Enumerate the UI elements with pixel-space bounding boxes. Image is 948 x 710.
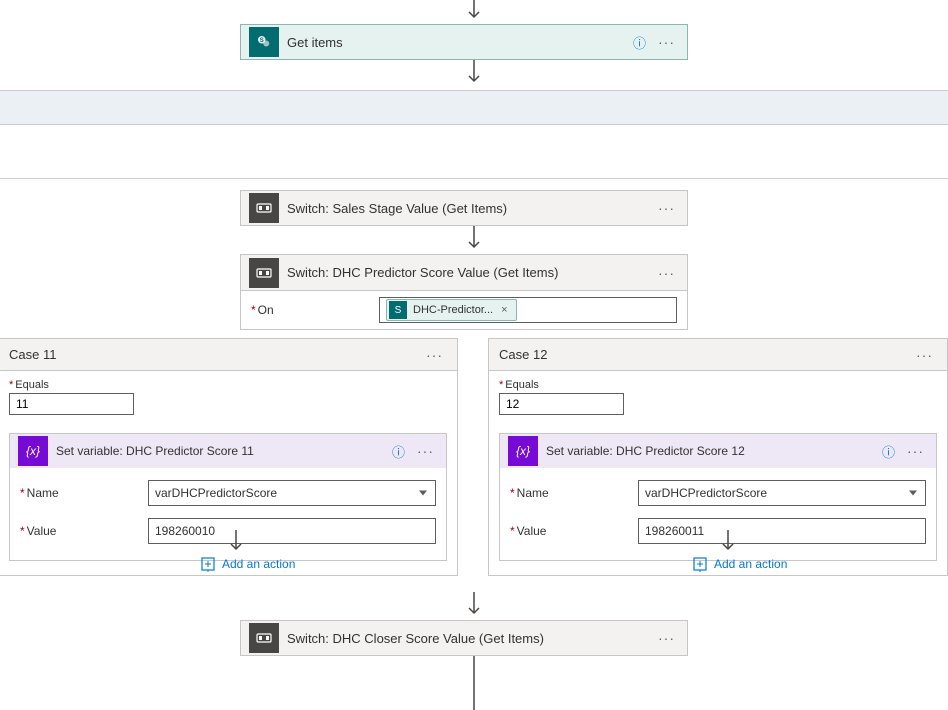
arrow-case12-down (720, 530, 736, 557)
more-menu-button[interactable]: ··· (422, 347, 447, 363)
switch-on-row: On S DHC-Predictor... × (241, 291, 687, 329)
action-title: Switch: DHC Closer Score Value (Get Item… (287, 631, 646, 646)
name-select[interactable]: varDHCPredictorScore (148, 480, 436, 506)
action-switch-sales-stage[interactable]: Switch: Sales Stage Value (Get Items) ··… (240, 190, 688, 226)
more-menu-button[interactable]: ··· (654, 265, 679, 281)
action-title: Set variable: DHC Predictor Score 12 (546, 444, 874, 458)
more-menu-button[interactable]: ··· (654, 200, 679, 216)
case-title: Case 12 (499, 347, 547, 362)
arrow-case11-down (228, 530, 244, 557)
equals-label: Equals (9, 379, 447, 391)
svg-text:S: S (260, 38, 264, 44)
arrow-get-items-down (466, 60, 482, 86)
divider (0, 124, 948, 125)
add-step-icon (200, 556, 216, 572)
more-menu-button[interactable]: ··· (912, 347, 937, 363)
on-label: On (251, 303, 371, 317)
equals-input[interactable] (9, 393, 134, 415)
add-action-label: Add an action (714, 557, 787, 571)
switch-icon (249, 193, 279, 223)
action-title: Set variable: DHC Predictor Score 11 (56, 444, 384, 458)
action-get-items[interactable]: S Get items ⓘ ··· (240, 24, 688, 60)
value-value: 198260010 (155, 524, 215, 538)
more-menu-button[interactable]: ··· (654, 630, 679, 646)
case-header[interactable]: Case 11 ··· (0, 339, 457, 371)
name-label: Name (20, 486, 140, 500)
help-icon[interactable]: ⓘ (392, 442, 405, 461)
action-set-variable-12[interactable]: {x} Set variable: DHC Predictor Score 12… (499, 433, 937, 561)
on-input[interactable]: S DHC-Predictor... × (379, 297, 677, 323)
svg-text:{x}: {x} (516, 444, 530, 458)
svg-text:{x}: {x} (26, 444, 40, 458)
value-input[interactable]: 198260010 (148, 518, 436, 544)
equals-input[interactable] (499, 393, 624, 415)
equals-label: Equals (499, 379, 937, 391)
action-title: Switch: DHC Predictor Score Value (Get I… (287, 265, 646, 280)
value-label: Value (510, 524, 630, 538)
more-menu-button[interactable]: ··· (413, 443, 438, 459)
add-action-case-12[interactable]: Add an action (692, 556, 787, 572)
value-label: Value (20, 524, 140, 538)
name-value: varDHCPredictorScore (155, 486, 277, 500)
more-menu-button[interactable]: ··· (903, 443, 928, 459)
value-value: 198260011 (645, 524, 704, 538)
help-icon[interactable]: ⓘ (633, 33, 646, 52)
case-12-card: Case 12 ··· Equals {x} Set variable: DHC… (488, 338, 948, 576)
sharepoint-icon: S (249, 27, 279, 57)
variable-icon: {x} (508, 436, 538, 466)
arrow-into-get-items (466, 0, 482, 22)
add-step-icon (692, 556, 708, 572)
action-switch-dhc-predictor[interactable]: Switch: DHC Predictor Score Value (Get I… (240, 254, 688, 330)
sharepoint-icon: S (389, 301, 407, 319)
switch-icon (249, 258, 279, 288)
collapsed-scope-band[interactable] (0, 90, 948, 124)
more-menu-button[interactable]: ··· (654, 34, 679, 50)
help-icon[interactable]: ⓘ (882, 442, 895, 461)
case-title: Case 11 (9, 347, 56, 362)
add-action-label: Add an action (222, 557, 295, 571)
switch-icon (249, 623, 279, 653)
arrow-switch1-down (466, 226, 482, 252)
action-switch-dhc-closer[interactable]: Switch: DHC Closer Score Value (Get Item… (240, 620, 688, 656)
arrow-to-switch3 (466, 592, 482, 618)
name-value: varDHCPredictorScore (645, 486, 767, 500)
variable-icon: {x} (18, 436, 48, 466)
divider (0, 90, 948, 91)
divider (0, 178, 948, 179)
name-label: Name (510, 486, 630, 500)
case-header[interactable]: Case 12 ··· (489, 339, 947, 371)
arrow-switch3-down (466, 656, 482, 710)
add-action-case-11[interactable]: Add an action (200, 556, 295, 572)
dynamic-content-pill[interactable]: S DHC-Predictor... × (386, 299, 517, 321)
value-input[interactable]: 198260011 (638, 518, 926, 544)
remove-pill-button[interactable]: × (497, 304, 511, 316)
action-title: Switch: Sales Stage Value (Get Items) (287, 201, 646, 216)
pill-label: DHC-Predictor... (413, 304, 493, 316)
flow-canvas: S Get items ⓘ ··· Switch: Sales Stage Va… (0, 0, 948, 710)
action-title: Get items (287, 35, 625, 50)
name-select[interactable]: varDHCPredictorScore (638, 480, 926, 506)
